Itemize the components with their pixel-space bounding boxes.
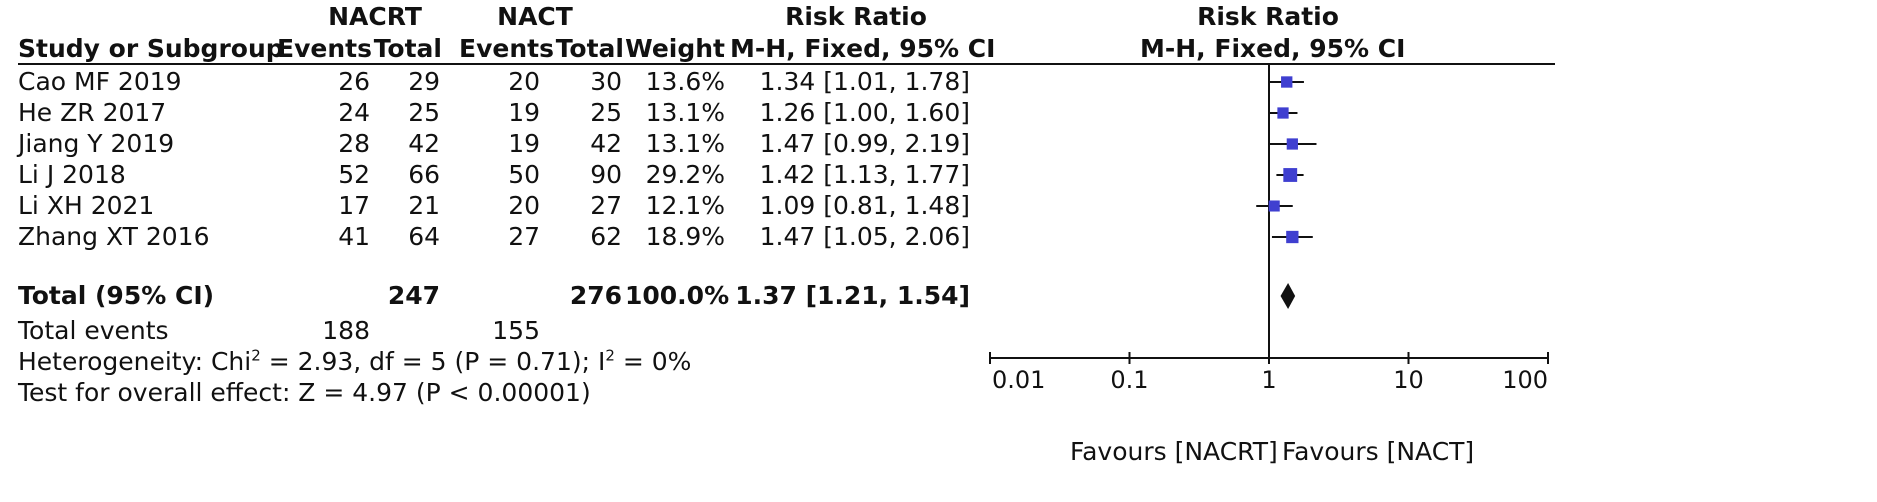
study-weight: 29.2% [645,160,725,189]
study-events-nact: 27 [508,222,540,251]
total-ci: 1.37 [1.21, 1.54] [735,281,970,310]
axis-tick-label: 1 [1261,366,1276,394]
header-method: M-H, Fixed, 95% CI [730,34,996,63]
header-events-nacrt: Events [277,34,372,63]
study-events-nact: 50 [508,160,540,189]
header-weight: Weight [625,34,725,63]
header-nacrt: NACRT [328,2,422,31]
study-weight: 13.6% [645,67,725,96]
study-events-nact: 20 [508,191,540,220]
study-total-nact: 62 [590,222,622,251]
study-total-nact: 25 [590,98,622,127]
study-weight: 13.1% [645,98,725,127]
axis-labels: 0.01 0.1 1 10 100 [992,366,1548,394]
effect-marker [1281,76,1293,88]
favours-left-label: Favours [NACRT] [1070,437,1278,466]
study-weight: 12.1% [645,191,725,220]
study-total-nact: 90 [590,160,622,189]
axis-tick-label: 0.1 [1110,366,1148,394]
study-weight: 13.1% [645,129,725,158]
study-events-nacrt: 26 [338,67,370,96]
study-total-nacrt: 29 [408,67,440,96]
header-total-nact: Total [555,34,624,63]
study-name: Li XH 2021 [18,191,155,220]
study-total-nacrt: 64 [408,222,440,251]
study-ci: 1.47 [1.05, 2.06] [759,222,970,251]
study-ci: 1.47 [0.99, 2.19] [759,129,970,158]
effect-marker [1268,200,1280,212]
axis-tick-label: 100 [1502,366,1548,394]
study-total-nact: 27 [590,191,622,220]
study-events-nact: 19 [508,98,540,127]
study-ci: 1.42 [1.13, 1.77] [759,160,970,189]
header-events-nact: Events [459,34,554,63]
pooled-diamond [1280,283,1296,309]
study-name: He ZR 2017 [18,98,167,127]
study-events-nact: 20 [508,67,540,96]
study-events-nacrt: 41 [338,222,370,251]
study-total-nact: 30 [590,67,622,96]
header-nact: NACT [497,2,573,31]
study-name: Cao MF 2019 [18,67,182,96]
effect-marker [1283,168,1298,182]
favours-right-label: Favours [NACT] [1282,437,1475,466]
total-events-label: Total events [18,316,169,345]
effect-marker [1286,138,1298,150]
study-name: Zhang XT 2016 [18,222,210,251]
axis-ticks [989,352,1549,364]
overall-effect-text: Test for overall effect: Z = 4.97 (P < 0… [18,378,591,407]
study-ci: 1.26 [1.00, 1.60] [759,98,970,127]
study-total-nacrt: 66 [408,160,440,189]
header-total-nacrt: Total [373,34,442,63]
header-plot-method: M-H, Fixed, 95% CI [1140,34,1406,63]
study-total-nact: 42 [590,129,622,158]
header-plot-risk-ratio: Risk Ratio [1197,2,1339,31]
study-name: Jiang Y 2019 [18,129,175,158]
total-nact: 276 [569,281,622,310]
study-events-nacrt: 24 [338,98,370,127]
study-ci: 1.34 [1.01, 1.78] [759,67,970,96]
heterogeneity-text: Heterogeneity: Chi2 = 2.93, df = 5 (P = … [18,346,692,376]
header-study: Study or Subgroup [18,34,284,63]
effect-marker [1286,230,1299,244]
study-name: Li J 2018 [18,160,126,189]
study-total-nacrt: 25 [408,98,440,127]
study-ci: 1.09 [0.81, 1.48] [759,191,970,220]
plot-marks [1256,76,1317,309]
study-total-nacrt: 42 [408,129,440,158]
effect-marker [1277,107,1289,119]
study-total-nacrt: 21 [408,191,440,220]
total-nacrt: 247 [387,281,440,310]
total-label: Total (95% CI) [18,281,215,310]
study-events-nacrt: 28 [338,129,370,158]
total-events-nacrt: 188 [322,316,370,345]
axis-tick-label: 10 [1393,366,1424,394]
total-events-nact: 155 [492,316,540,345]
axis-tick-label: 0.01 [992,366,1045,394]
study-events-nacrt: 17 [338,191,370,220]
header-risk-ratio: Risk Ratio [785,2,927,31]
total-weight: 100.0% [625,281,730,310]
study-weight: 18.9% [645,222,725,251]
study-events-nact: 19 [508,129,540,158]
study-events-nacrt: 52 [338,160,370,189]
